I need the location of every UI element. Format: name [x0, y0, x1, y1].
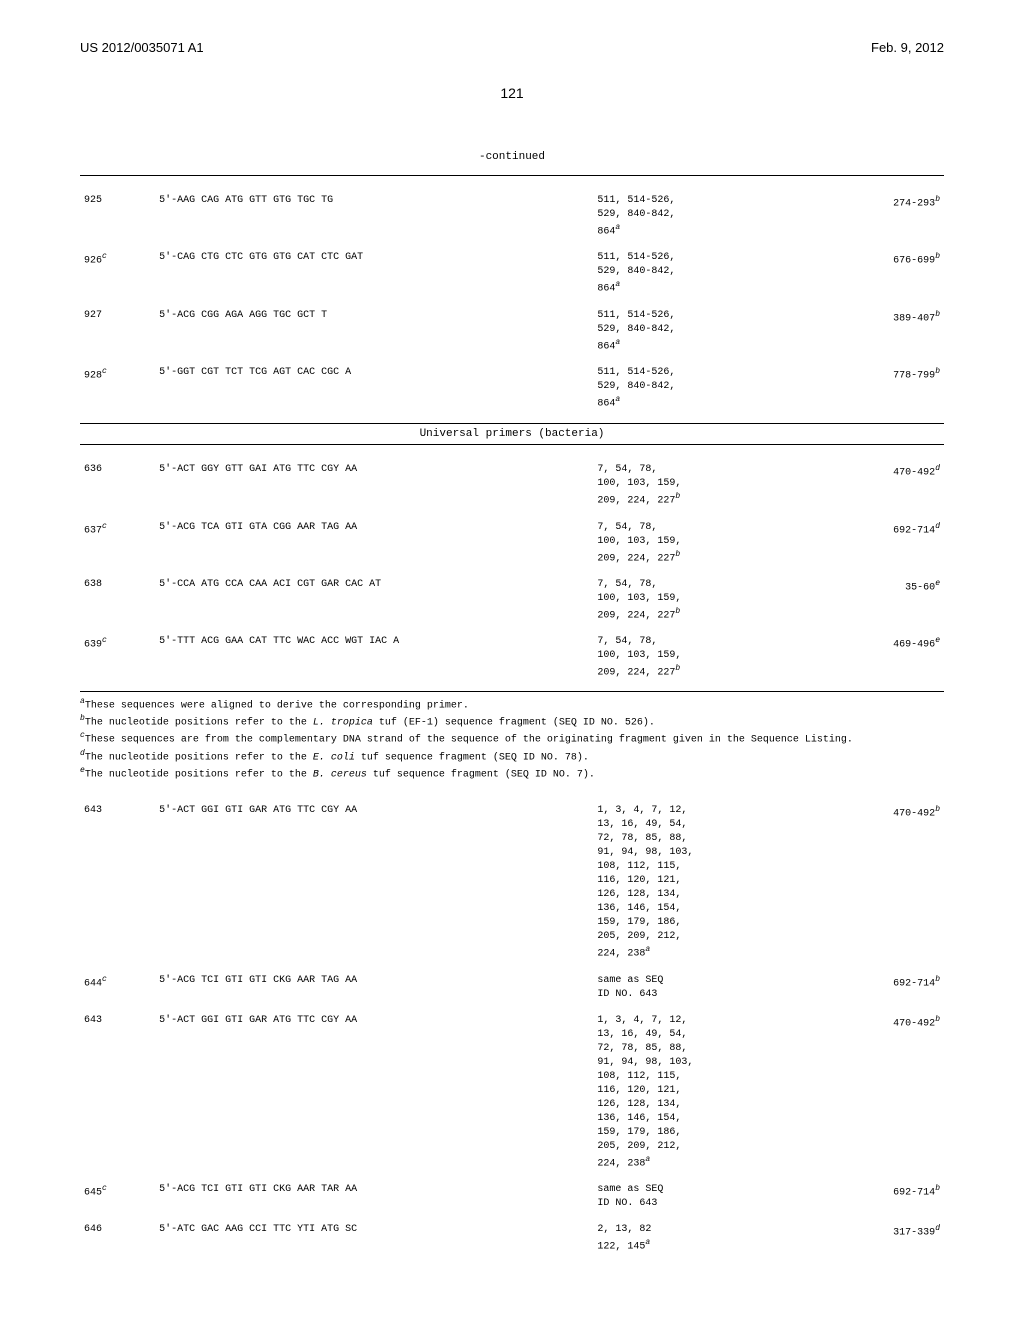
origin-cell: 511, 514-526,529, 840-842,864a — [593, 245, 818, 302]
seq-id-cell: 646 — [80, 1217, 155, 1260]
position-cell: 692-714b — [819, 1177, 944, 1217]
origin-cell: 7, 54, 78,100, 103, 159,209, 224, 227b — [593, 457, 818, 514]
origin-cell: 1, 3, 4, 7, 12,13, 16, 49, 54,72, 78, 85… — [593, 1008, 818, 1177]
origin-cell: 511, 514-526,529, 840-842,864a — [593, 360, 818, 417]
sequence-cell: 5'-ACT GGY GTT GAI ATG TTC CGY AA — [155, 457, 593, 514]
table-row: 644c5'-ACG TCI GTI GTI CKG AAR TAG AAsam… — [80, 968, 944, 1008]
table-row: 639c5'-TTT ACG GAA CAT TTC WAC ACC WGT I… — [80, 629, 944, 686]
origin-cell: same as SEQID NO. 643 — [593, 968, 818, 1008]
seq-id-cell: 638 — [80, 572, 155, 629]
seq-id-cell: 636 — [80, 457, 155, 514]
origin-cell: 2, 13, 82122, 145a — [593, 1217, 818, 1260]
table-row: 645c5'-ACG TCI GTI GTI CKG AAR TAR AAsam… — [80, 1177, 944, 1217]
table-row: 6465'-ATC GAC AAG CCI TTC YTI ATG SC2, 1… — [80, 1217, 944, 1260]
sequence-cell: 5'-GGT CGT TCT TCG AGT CAC CGC A — [155, 360, 593, 417]
continued-label: -continued — [80, 151, 944, 163]
position-cell: 676-699b — [819, 245, 944, 302]
seq-id-cell: 925 — [80, 188, 155, 245]
table-row: 928c5'-GGT CGT TCT TCG AGT CAC CGC A511,… — [80, 360, 944, 417]
position-cell: 35-60e — [819, 572, 944, 629]
table-row: 637c5'-ACG TCA GTI GTA CGG AAR TAG AA7, … — [80, 515, 944, 572]
position-cell: 470-492b — [819, 1008, 944, 1177]
seq-id-cell: 928c — [80, 360, 155, 417]
position-cell: 317-339d — [819, 1217, 944, 1260]
table-row: 6435'-ACT GGI GTI GAR ATG TTC CGY AA1, 3… — [80, 798, 944, 967]
position-cell: 692-714b — [819, 968, 944, 1008]
position-cell: 470-492b — [819, 798, 944, 967]
position-cell: 274-293b — [819, 188, 944, 245]
seq-id-cell: 637c — [80, 515, 155, 572]
seq-id-cell: 643 — [80, 798, 155, 967]
footnote-d: dThe nucleotide positions refer to the E… — [80, 748, 944, 765]
footnote-c: cThese sequences are from the complement… — [80, 730, 944, 747]
origin-cell: 7, 54, 78,100, 103, 159,209, 224, 227b — [593, 572, 818, 629]
origin-cell: 7, 54, 78,100, 103, 159,209, 224, 227b — [593, 629, 818, 686]
seq-id-cell: 926c — [80, 245, 155, 302]
position-cell: 389-407b — [819, 303, 944, 360]
sequence-cell: 5'-ACT GGI GTI GAR ATG TTC CGY AA — [155, 1008, 593, 1177]
sequence-table-bottom: 6435'-ACT GGI GTI GAR ATG TTC CGY AA1, 3… — [80, 798, 944, 1260]
section-header: Universal primers (bacteria) — [80, 423, 944, 445]
sequence-cell: 5'-ACG TCA GTI GTA CGG AAR TAG AA — [155, 515, 593, 572]
table-row: 6365'-ACT GGY GTT GAI ATG TTC CGY AA7, 5… — [80, 457, 944, 514]
table-row: 9255'-AAG CAG ATG GTT GTG TGC TG511, 514… — [80, 188, 944, 245]
position-cell: 778-799b — [819, 360, 944, 417]
footnote-e: eThe nucleotide positions refer to the B… — [80, 765, 944, 782]
sequence-cell: 5'-ACG TCI GTI GTI CKG AAR TAR AA — [155, 1177, 593, 1217]
sequence-table-mid: 6365'-ACT GGY GTT GAI ATG TTC CGY AA7, 5… — [80, 457, 944, 686]
footnote-b: bThe nucleotide positions refer to the L… — [80, 713, 944, 730]
origin-cell: 511, 514-526,529, 840-842,864a — [593, 303, 818, 360]
page-number: 121 — [80, 85, 944, 101]
sequence-cell: 5'-CAG CTG CTC GTG GTG CAT CTC GAT — [155, 245, 593, 302]
origin-cell: 1, 3, 4, 7, 12,13, 16, 49, 54,72, 78, 85… — [593, 798, 818, 967]
footnote-a: aThese sequences were aligned to derive … — [80, 696, 944, 713]
origin-cell: 7, 54, 78,100, 103, 159,209, 224, 227b — [593, 515, 818, 572]
origin-cell: 511, 514-526,529, 840-842,864a — [593, 188, 818, 245]
footnotes-block: aThese sequences were aligned to derive … — [80, 691, 944, 783]
doc-id: US 2012/0035071 A1 — [80, 40, 204, 55]
table-border — [80, 175, 944, 176]
sequence-cell: 5'-CCA ATG CCA CAA ACI CGT GAR CAC AT — [155, 572, 593, 629]
document-header: US 2012/0035071 A1 Feb. 9, 2012 — [80, 40, 944, 55]
sequence-cell: 5'-ACG TCI GTI GTI CKG AAR TAG AA — [155, 968, 593, 1008]
seq-id-cell: 645c — [80, 1177, 155, 1217]
table-row: 926c5'-CAG CTG CTC GTG GTG CAT CTC GAT51… — [80, 245, 944, 302]
position-cell: 470-492d — [819, 457, 944, 514]
sequence-cell: 5'-ACG CGG AGA AGG TGC GCT T — [155, 303, 593, 360]
seq-id-cell: 644c — [80, 968, 155, 1008]
sequence-table-top: 9255'-AAG CAG ATG GTT GTG TGC TG511, 514… — [80, 188, 944, 417]
sequence-cell: 5'-ATC GAC AAG CCI TTC YTI ATG SC — [155, 1217, 593, 1260]
position-cell: 692-714d — [819, 515, 944, 572]
table-row: 6385'-CCA ATG CCA CAA ACI CGT GAR CAC AT… — [80, 572, 944, 629]
seq-id-cell: 639c — [80, 629, 155, 686]
sequence-cell: 5'-TTT ACG GAA CAT TTC WAC ACC WGT IAC A — [155, 629, 593, 686]
doc-date: Feb. 9, 2012 — [871, 40, 944, 55]
seq-id-cell: 927 — [80, 303, 155, 360]
table-row: 6435'-ACT GGI GTI GAR ATG TTC CGY AA1, 3… — [80, 1008, 944, 1177]
sequence-cell: 5'-AAG CAG ATG GTT GTG TGC TG — [155, 188, 593, 245]
table-row: 9275'-ACG CGG AGA AGG TGC GCT T511, 514-… — [80, 303, 944, 360]
sequence-cell: 5'-ACT GGI GTI GAR ATG TTC CGY AA — [155, 798, 593, 967]
origin-cell: same as SEQID NO. 643 — [593, 1177, 818, 1217]
seq-id-cell: 643 — [80, 1008, 155, 1177]
position-cell: 469-496e — [819, 629, 944, 686]
